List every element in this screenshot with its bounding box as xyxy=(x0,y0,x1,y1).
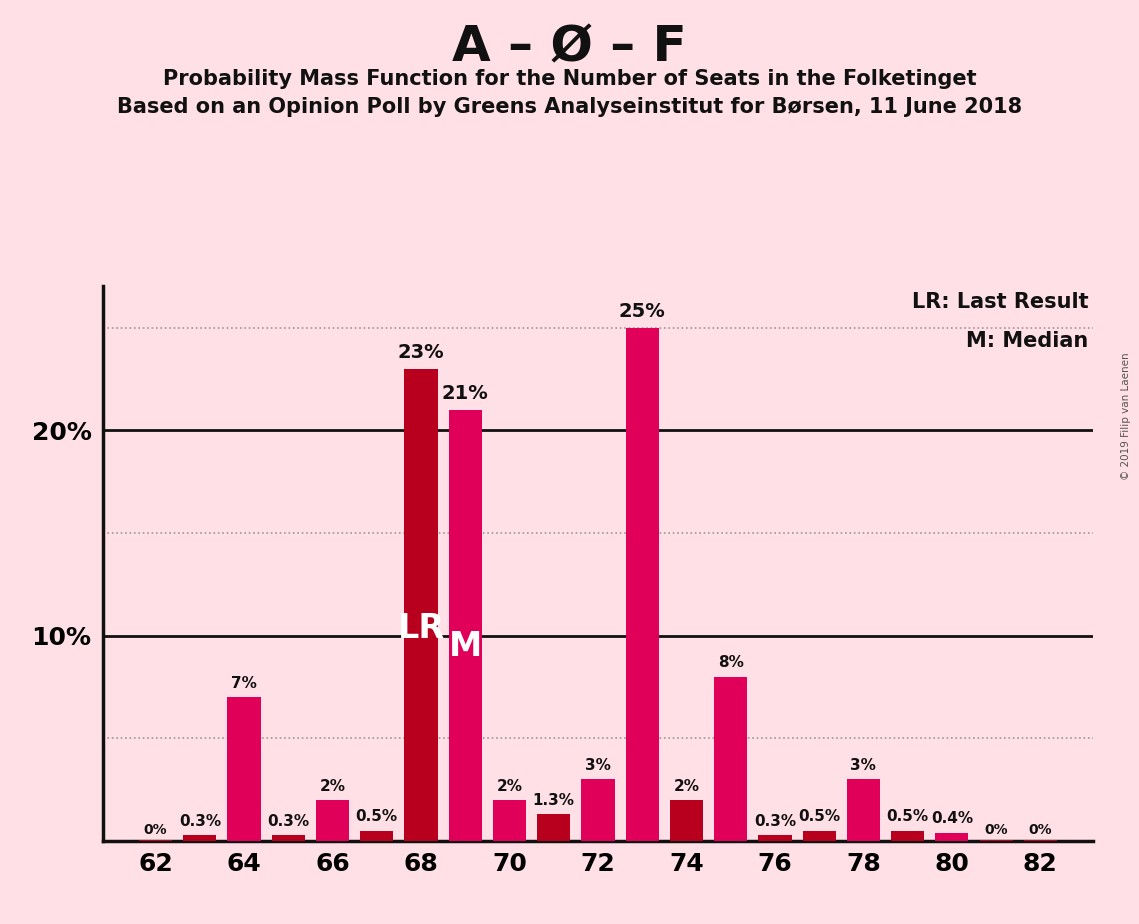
Bar xyxy=(316,800,350,841)
Text: 21%: 21% xyxy=(442,384,489,404)
Text: 23%: 23% xyxy=(398,344,444,362)
Bar xyxy=(449,409,482,841)
Text: 0%: 0% xyxy=(144,822,167,837)
Text: A – Ø – F: A – Ø – F xyxy=(452,23,687,71)
Text: 1.3%: 1.3% xyxy=(533,793,575,808)
Bar xyxy=(139,840,172,841)
Bar xyxy=(935,833,968,841)
Text: 0.3%: 0.3% xyxy=(268,813,310,829)
Bar xyxy=(581,779,615,841)
Bar xyxy=(360,831,393,841)
Text: 2%: 2% xyxy=(673,779,699,794)
Text: 3%: 3% xyxy=(585,758,611,773)
Text: 2%: 2% xyxy=(320,779,345,794)
Bar xyxy=(228,697,261,841)
Text: Probability Mass Function for the Number of Seats in the Folketinget: Probability Mass Function for the Number… xyxy=(163,69,976,90)
Text: LR: Last Result: LR: Last Result xyxy=(912,292,1089,312)
Bar xyxy=(803,831,836,841)
Bar xyxy=(670,800,703,841)
Bar xyxy=(891,831,924,841)
Bar xyxy=(980,840,1013,841)
Text: 0.3%: 0.3% xyxy=(179,813,221,829)
Text: 2%: 2% xyxy=(497,779,523,794)
Text: Based on an Opinion Poll by Greens Analyseinstitut for Børsen, 11 June 2018: Based on an Opinion Poll by Greens Analy… xyxy=(117,97,1022,117)
Text: 0.5%: 0.5% xyxy=(798,809,841,824)
Text: 0.4%: 0.4% xyxy=(931,811,973,826)
Text: 0%: 0% xyxy=(1029,822,1052,837)
Bar xyxy=(625,327,658,841)
Text: 0.5%: 0.5% xyxy=(886,809,928,824)
Text: 0%: 0% xyxy=(984,822,1008,837)
Bar xyxy=(714,676,747,841)
Text: M: Median: M: Median xyxy=(966,331,1089,351)
Bar xyxy=(1024,840,1057,841)
Bar xyxy=(272,834,305,841)
Text: 8%: 8% xyxy=(718,655,744,671)
Bar xyxy=(183,834,216,841)
Bar xyxy=(759,834,792,841)
Text: 25%: 25% xyxy=(618,302,665,322)
Bar xyxy=(538,814,571,841)
Text: LR: LR xyxy=(398,612,444,645)
Text: M: M xyxy=(449,630,482,663)
Bar xyxy=(846,779,880,841)
Text: 0.3%: 0.3% xyxy=(754,813,796,829)
Text: © 2019 Filip van Laenen: © 2019 Filip van Laenen xyxy=(1121,352,1131,480)
Bar xyxy=(404,369,437,841)
Text: 7%: 7% xyxy=(231,676,257,691)
Bar xyxy=(493,800,526,841)
Text: 3%: 3% xyxy=(851,758,876,773)
Text: 0.5%: 0.5% xyxy=(355,809,398,824)
